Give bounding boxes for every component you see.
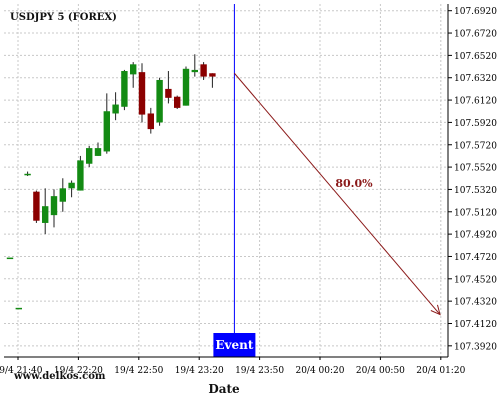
candle-down — [165, 88, 172, 98]
y-tick-label: 107.6520 — [454, 52, 497, 62]
y-tick-label: 107.5920 — [454, 119, 497, 129]
candle-up — [15, 307, 22, 310]
axes: 107.6920 107.6720 107.6520 107.6320 107.6120… — [0, 4, 497, 376]
x-tick-label: 19/4 21:40 — [0, 366, 43, 376]
candle-up — [42, 206, 49, 223]
candle-up — [130, 64, 137, 75]
projection-arrowhead — [430, 304, 441, 316]
chart-title: USDJPY 5 (FOREX) — [10, 12, 117, 23]
y-tick-label: 107.3920 — [454, 342, 497, 352]
y-tick-label: 107.5320 — [454, 186, 497, 196]
x-tick-label: 20/4 00:50 — [356, 366, 405, 376]
candle-down — [147, 113, 154, 130]
y-tick-label: 107.6320 — [454, 74, 497, 84]
candle-up — [68, 182, 75, 189]
watermark-text: www.delkos.com — [14, 371, 106, 382]
candles — [6, 54, 216, 310]
y-tick-label: 107.4320 — [454, 298, 497, 308]
candle-up — [77, 160, 84, 191]
candle-up — [182, 68, 190, 106]
y-tick-label: 107.5520 — [454, 164, 497, 174]
candle-up — [112, 104, 119, 114]
x-tick-label: 20/4 01:20 — [416, 366, 465, 376]
candle-up — [121, 71, 128, 107]
projection-arrow-line — [234, 72, 441, 315]
y-tick-label: 107.4720 — [454, 253, 497, 263]
y-tick-label: 107.6120 — [454, 97, 497, 107]
candle-up — [6, 257, 14, 260]
candle-down — [138, 72, 146, 115]
x-tick-label: 19/4 22:50 — [114, 366, 163, 376]
candle-up — [94, 148, 102, 156]
candle-up — [59, 188, 66, 202]
candle-up — [50, 196, 58, 216]
x-tick-label: 19/4 23:20 — [175, 366, 224, 376]
event-marker-box — [213, 333, 256, 357]
candle-up — [156, 79, 163, 123]
y-tick-label: 107.5120 — [454, 208, 497, 218]
candle-up — [191, 69, 198, 73]
projection-percent-label: 80.0% — [335, 177, 373, 190]
candle-down — [33, 191, 40, 221]
x-tick-label: 19/4 23:50 — [235, 366, 284, 376]
candle-down — [209, 73, 216, 77]
candle-up — [24, 173, 31, 176]
x-axis-label: Date — [208, 382, 240, 396]
candle-up — [86, 148, 93, 164]
candle-down — [174, 96, 181, 108]
y-tick-label: 107.4520 — [454, 275, 497, 285]
event-label: Event — [215, 338, 253, 352]
overlays: Event 80.0% — [213, 4, 441, 357]
y-tick-label: 107.5720 — [454, 141, 497, 151]
y-tick-label: 107.6920 — [454, 7, 497, 17]
y-tick-label: 107.6720 — [454, 30, 497, 40]
candle-up — [103, 111, 110, 152]
x-tick-label: 19/4 22:20 — [54, 366, 103, 376]
x-tick-label: 20/4 00:20 — [295, 366, 344, 376]
candle-down — [200, 64, 207, 77]
y-tick-label: 107.4920 — [454, 231, 497, 241]
y-tick-label: 107.4120 — [454, 320, 497, 330]
